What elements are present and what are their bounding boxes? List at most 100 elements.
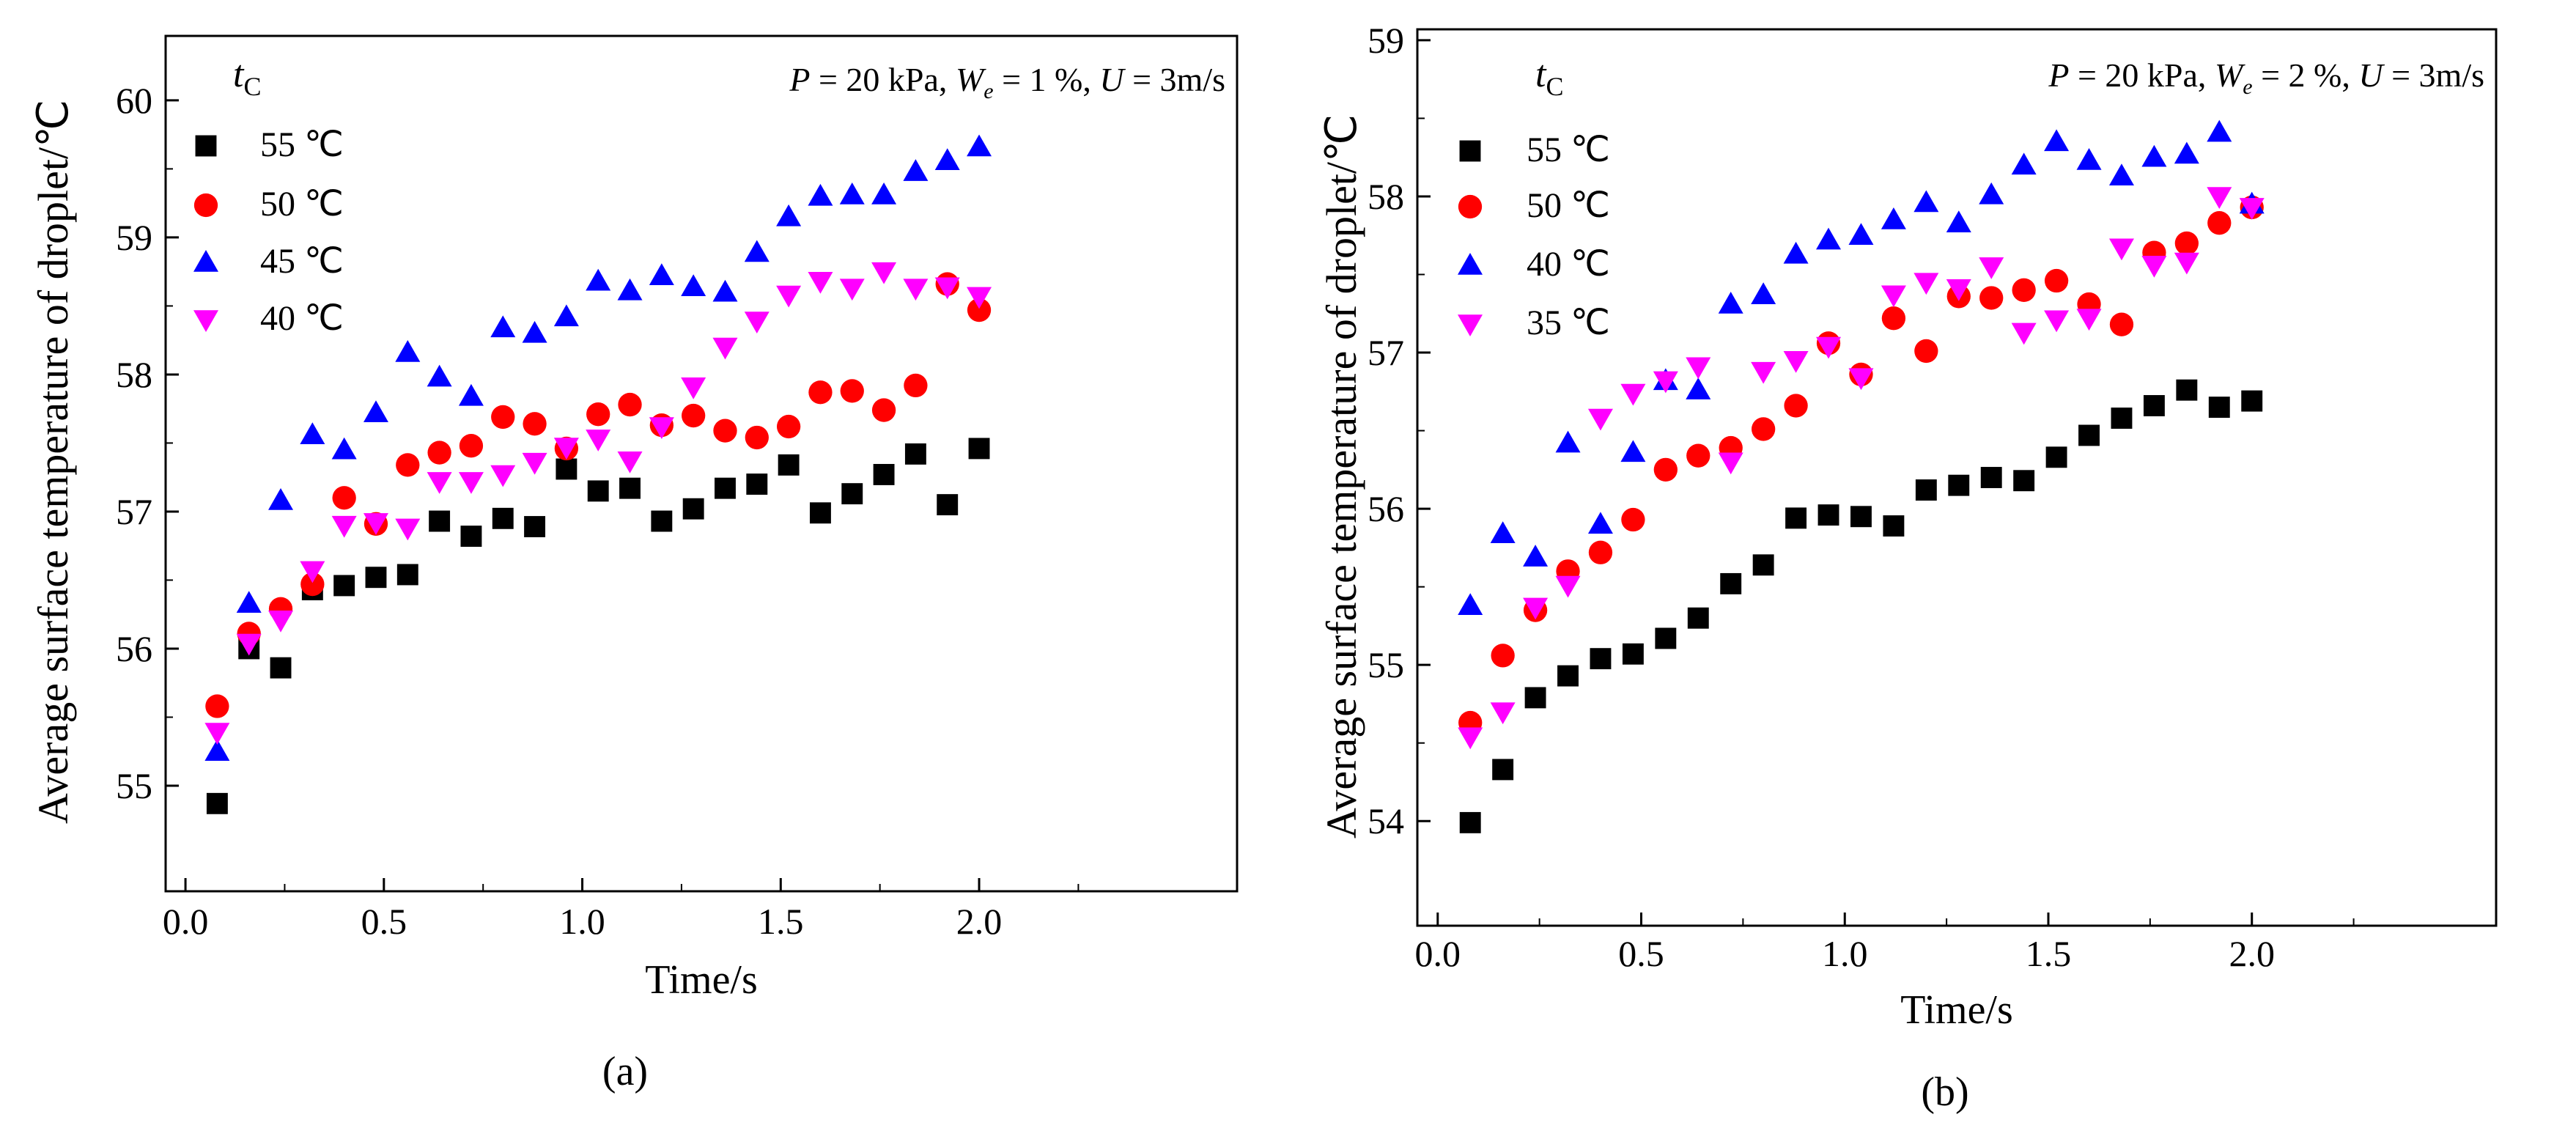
data-point (1621, 507, 1645, 532)
annotation-w-value: = 2 %, (2253, 56, 2359, 94)
legend-label: 35 ℃ (1527, 303, 1610, 342)
data-point (715, 477, 736, 499)
data-point (967, 287, 992, 309)
legend-label: 55 ℃ (1527, 130, 1610, 169)
data-point (459, 434, 484, 458)
data-point (1979, 182, 2004, 204)
data-point (619, 477, 641, 499)
data-point (427, 440, 451, 465)
legend-symbol (1458, 314, 1483, 336)
legend-label: 55 ℃ (260, 125, 344, 164)
data-point (1914, 339, 1938, 364)
data-point (712, 279, 738, 302)
legend-item: 35 ℃ (1458, 303, 1610, 342)
legend-marker-triangle-down (1458, 314, 1483, 336)
data-point (2078, 424, 2100, 446)
legend-marker-circle (1458, 194, 1483, 219)
data-point (1752, 554, 1774, 576)
panel-label: (a) (602, 1049, 648, 1094)
data-point (236, 633, 262, 656)
legend-marker-square (195, 135, 217, 157)
data-point (871, 182, 897, 204)
data-point (395, 340, 421, 362)
data-point (1751, 361, 1776, 384)
data-point (1590, 648, 1612, 670)
data-point (839, 182, 865, 204)
data-point (1587, 512, 1613, 534)
y-tick-label: 55 (116, 765, 152, 806)
annotation-p-label: P (2048, 56, 2069, 94)
data-point (523, 412, 547, 436)
data-point (2141, 255, 2167, 278)
data-point (1492, 759, 1514, 781)
annotation-w-label: W (2215, 56, 2245, 94)
data-point (903, 279, 929, 301)
data-point (776, 414, 801, 439)
x-axis-label: Time/s (645, 957, 758, 1003)
data-point (396, 453, 420, 477)
plot-frame (1416, 28, 2498, 927)
data-point (1490, 521, 1516, 543)
data-point (363, 513, 388, 535)
y-tick-labels: 55 56 57 58 59 60 (116, 80, 152, 806)
data-point (2207, 119, 2232, 142)
data-point (427, 364, 452, 387)
data-point (1881, 207, 1906, 229)
x-tick-label: 0.0 (1415, 933, 1461, 974)
data-point (270, 657, 292, 679)
data-point (331, 515, 357, 538)
data-point (236, 591, 262, 613)
data-point (1783, 350, 1809, 373)
legend-title-sub: C (243, 72, 261, 101)
data-point (934, 148, 960, 170)
data-point (1458, 727, 1483, 750)
data-point (618, 392, 642, 417)
data-point (587, 480, 609, 502)
legend-marker-circle (193, 193, 218, 218)
data-point (1653, 371, 1678, 394)
annotation-u-label: U (1099, 61, 1126, 98)
data-point (300, 422, 325, 444)
data-point (2044, 310, 2070, 333)
data-point (1458, 593, 1483, 615)
data-point (1490, 702, 1516, 725)
data-point (1946, 279, 1971, 301)
data-point (1459, 811, 1481, 833)
data-point (204, 739, 230, 761)
data-points (204, 134, 992, 814)
data-point (1687, 607, 1709, 629)
data-point (2076, 309, 2102, 331)
data-point (776, 204, 802, 226)
data-point (1686, 443, 1710, 468)
data-point (2176, 379, 2198, 401)
data-point (2108, 238, 2134, 261)
data-point (1686, 377, 1711, 399)
legend-item: 55 ℃ (1459, 130, 1610, 169)
data-point (808, 183, 833, 206)
data-point (1686, 357, 1711, 380)
data-point (556, 458, 577, 480)
data-point (1848, 368, 1874, 391)
data-point (586, 268, 611, 291)
y-tick-label: 58 (1368, 176, 1404, 217)
data-point (617, 451, 643, 473)
data-point (1653, 457, 1678, 482)
legend-label: 45 ℃ (260, 242, 344, 281)
data-point (2013, 470, 2035, 492)
y-tick-labels: 54 55 56 57 58 59 (1368, 20, 1404, 841)
data-point (682, 498, 704, 520)
data-point (2143, 395, 2165, 416)
axis-ticks (166, 99, 1080, 891)
data-point (1587, 408, 1613, 431)
data-point (873, 464, 895, 485)
x-tick-label: 0.5 (361, 901, 407, 942)
data-point (1946, 210, 1971, 232)
data-point (1948, 474, 1970, 496)
data-point (1979, 286, 2004, 310)
data-point (2012, 278, 2036, 302)
legend-item: 55 ℃ (195, 125, 344, 164)
data-point (903, 159, 929, 181)
data-point (649, 263, 674, 286)
annotation-w-sub: e (983, 79, 993, 103)
